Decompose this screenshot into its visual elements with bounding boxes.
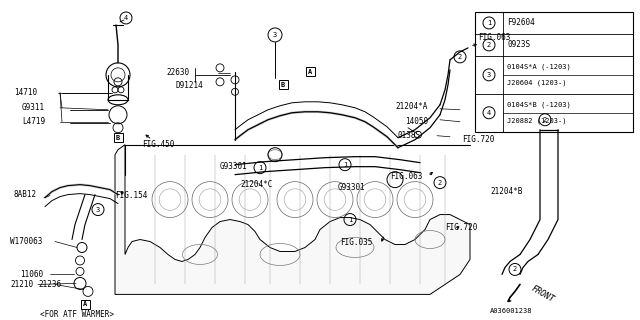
Bar (113, 133, 122, 142)
Bar (81, 300, 90, 309)
Text: 1: 1 (348, 217, 352, 222)
Text: 0138S: 0138S (398, 131, 421, 140)
Text: 1: 1 (487, 20, 491, 26)
Text: 0104S*A (-1203): 0104S*A (-1203) (507, 63, 571, 70)
Text: G9311: G9311 (22, 103, 45, 112)
Text: 22630: 22630 (166, 68, 189, 77)
Text: 3: 3 (273, 32, 277, 38)
Text: D91214: D91214 (175, 81, 203, 90)
Text: 2: 2 (487, 42, 491, 48)
Text: F92604: F92604 (507, 19, 535, 28)
Text: 0104S*B (-1203): 0104S*B (-1203) (507, 101, 571, 108)
Text: FIG.063: FIG.063 (478, 33, 510, 43)
Text: J20604 (1203-): J20604 (1203-) (507, 80, 566, 86)
Text: 14710: 14710 (14, 88, 37, 97)
Bar (305, 68, 314, 76)
Text: 1: 1 (343, 162, 347, 168)
Text: 21204*B: 21204*B (490, 187, 522, 196)
Text: 8AB12: 8AB12 (14, 190, 37, 199)
Text: G93301: G93301 (338, 183, 365, 192)
Text: FIG.720: FIG.720 (462, 135, 494, 144)
Text: FIG.035: FIG.035 (340, 238, 372, 247)
Text: L4719: L4719 (22, 117, 45, 126)
Text: 0923S: 0923S (507, 40, 530, 49)
Text: G93301: G93301 (220, 162, 248, 171)
Text: FIG.154: FIG.154 (115, 191, 147, 200)
Text: 4: 4 (487, 110, 491, 116)
Text: FIG.063: FIG.063 (390, 172, 422, 181)
Text: 21204*A: 21204*A (395, 102, 428, 111)
Text: 2: 2 (513, 267, 517, 272)
Text: 11060: 11060 (20, 270, 43, 279)
Text: 2: 2 (458, 54, 462, 60)
Text: B: B (281, 82, 285, 88)
Text: J20882 (1203-): J20882 (1203-) (507, 118, 566, 124)
Text: 2: 2 (543, 117, 547, 123)
Text: 21204*C: 21204*C (240, 180, 273, 189)
Text: 4: 4 (124, 15, 128, 21)
Text: B: B (116, 135, 120, 141)
Text: <FOR ATF WARMER>: <FOR ATF WARMER> (40, 310, 114, 319)
Text: W170063: W170063 (10, 237, 42, 246)
Text: 21210: 21210 (10, 280, 33, 289)
Text: A036001238: A036001238 (490, 308, 532, 314)
Text: 3: 3 (96, 207, 100, 212)
Text: FRONT: FRONT (530, 284, 556, 305)
Text: 1: 1 (258, 165, 262, 171)
Text: 21236: 21236 (38, 280, 61, 289)
Text: 2: 2 (438, 180, 442, 186)
Text: FIG.450: FIG.450 (142, 140, 174, 149)
Bar (475, 12, 633, 132)
Bar (278, 80, 287, 89)
Text: A: A (83, 301, 87, 308)
Text: A: A (308, 69, 312, 75)
Text: 14050: 14050 (405, 117, 428, 126)
Text: FIG.720: FIG.720 (445, 223, 477, 232)
Text: 3: 3 (487, 72, 491, 78)
Polygon shape (115, 145, 470, 294)
